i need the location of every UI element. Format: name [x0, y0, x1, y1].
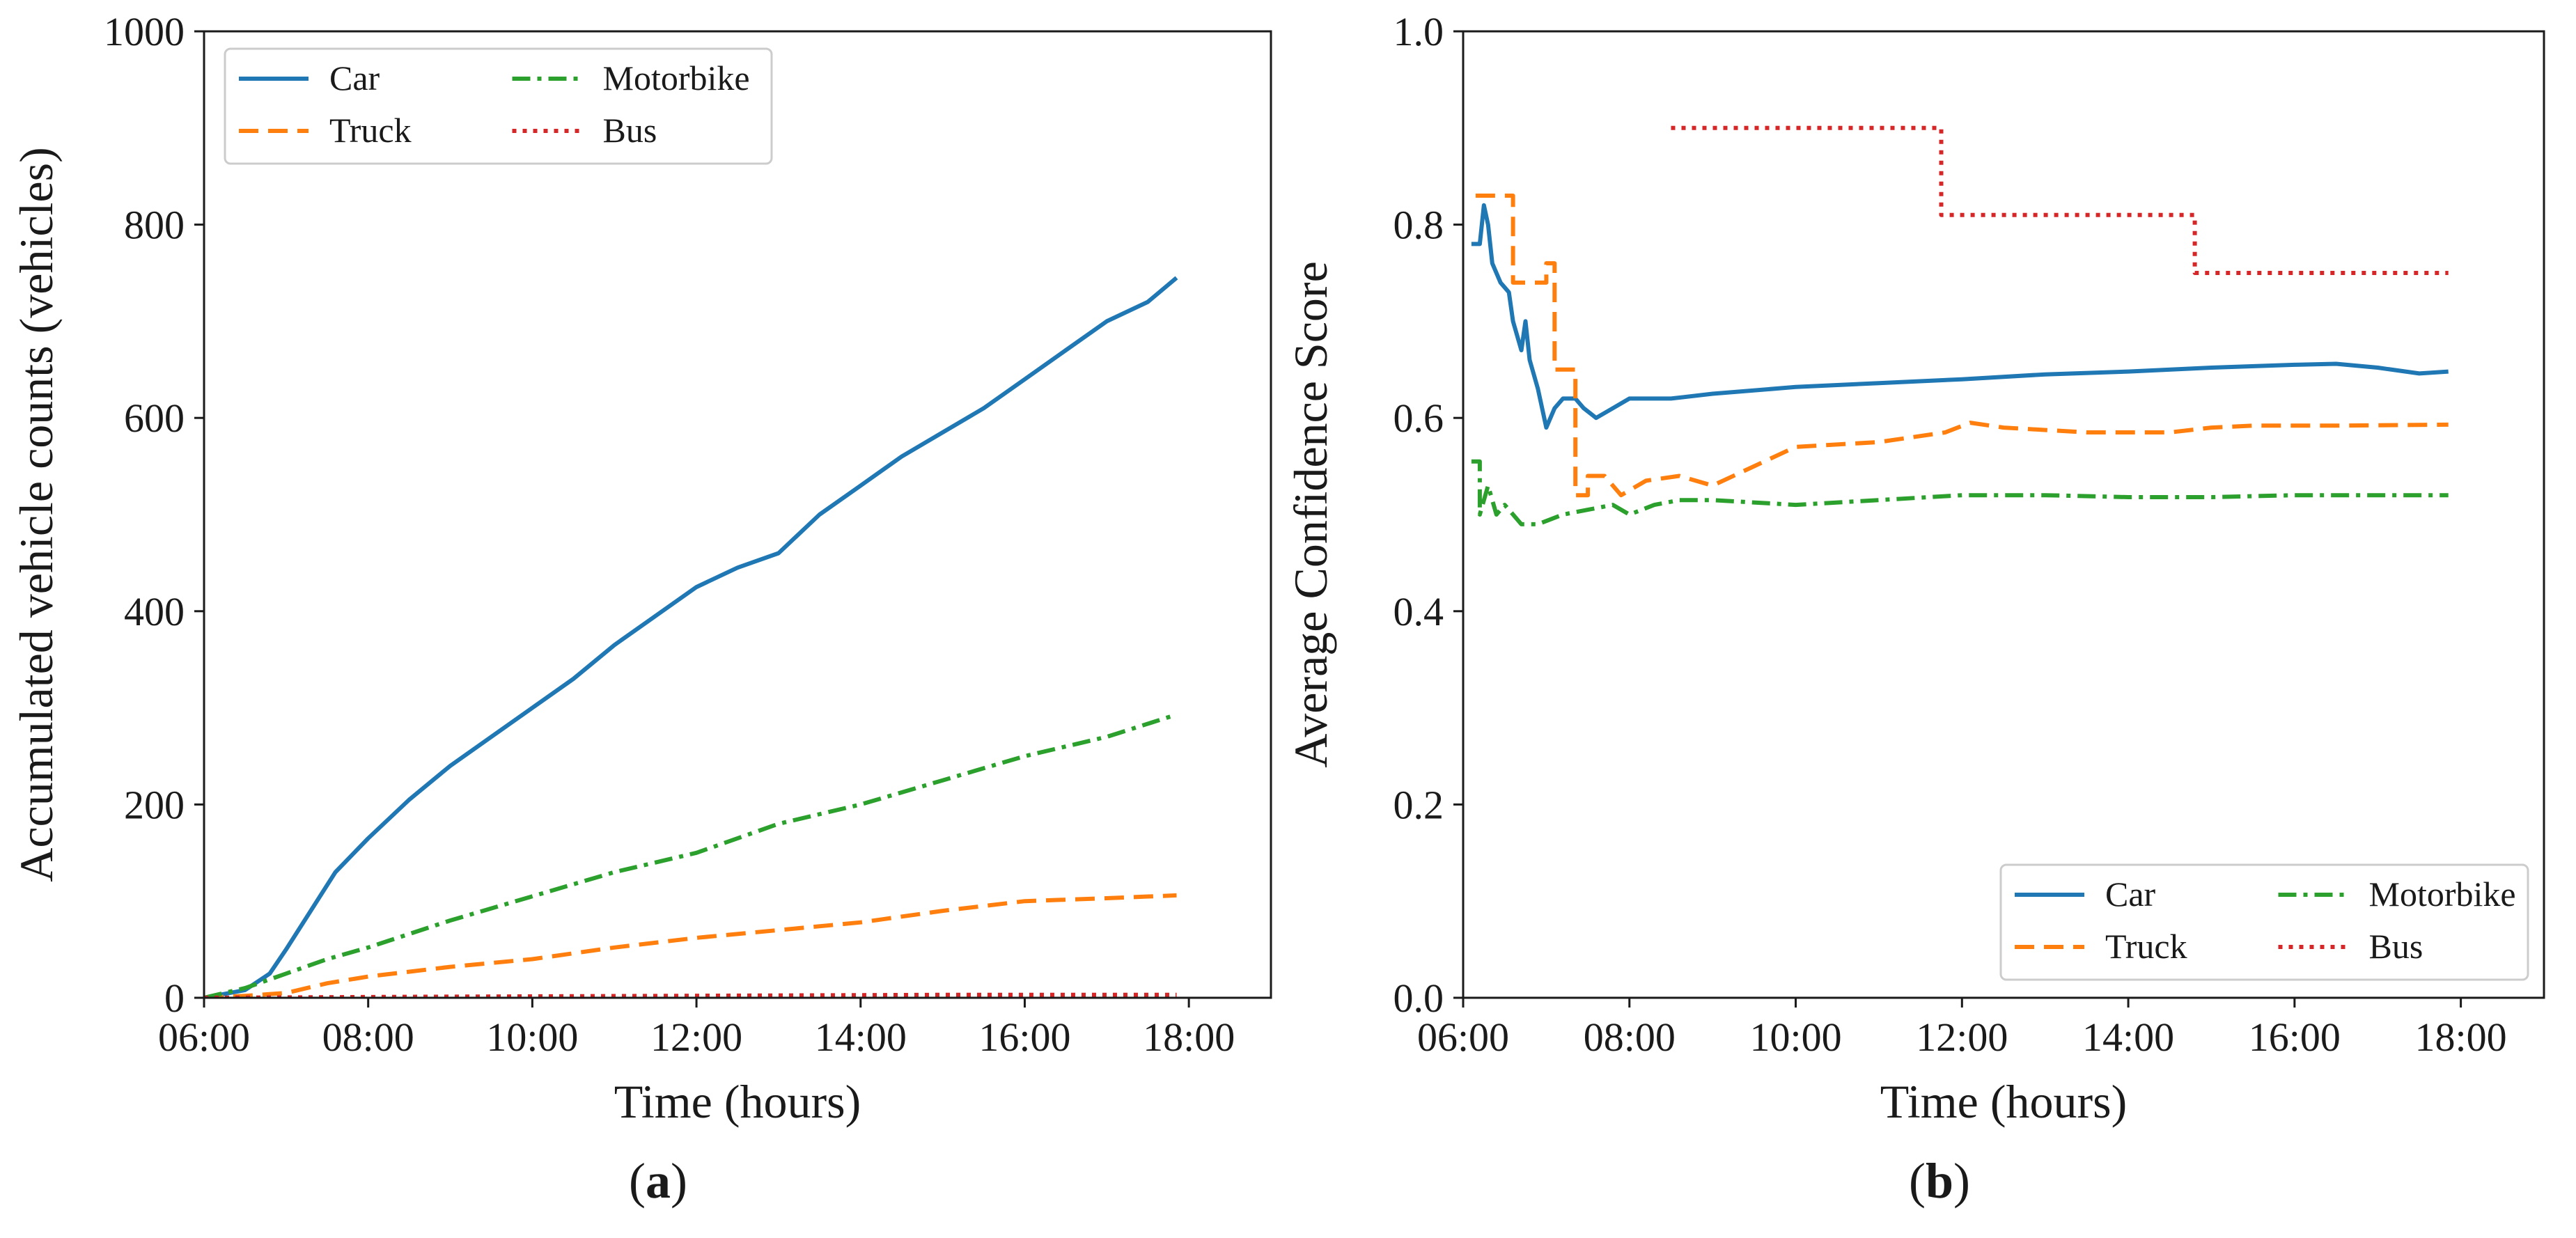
x-tick-label: 06:00	[1417, 1014, 1509, 1060]
y-tick-label: 200	[124, 782, 185, 827]
x-tick-label: 14:00	[815, 1014, 907, 1060]
x-tick-label: 12:00	[1916, 1014, 2008, 1060]
legend: Car Truck Motorbike Bus	[1999, 863, 2529, 981]
y-tick-label: 600	[124, 395, 185, 441]
legend-label-bus: Bus	[603, 111, 657, 150]
panel-label: (b)	[1909, 1153, 1970, 1209]
legend-label-truck: Truck	[2105, 927, 2187, 966]
x-tick-label: 06:00	[158, 1014, 250, 1060]
x-tick-label: 18:00	[2415, 1014, 2507, 1060]
y-tick-label: 0	[164, 975, 185, 1021]
x-tick-label: 08:00	[1584, 1014, 1676, 1060]
legend-label-car: Car	[2105, 875, 2156, 914]
legend-label-motorbike: Motorbike	[603, 58, 750, 97]
y-tick-label: 1000	[104, 9, 185, 54]
axes-frame	[1462, 30, 2545, 999]
y-tick-label: 0.0	[1394, 975, 1444, 1021]
series-line-truck	[204, 893, 1177, 998]
x-tick-label: 10:00	[1749, 1014, 1841, 1060]
x-axis-label: Time (hours)	[1880, 1075, 2128, 1128]
legend-label-truck: Truck	[329, 111, 412, 150]
x-tick-label: 18:00	[1143, 1014, 1235, 1060]
legend-label-motorbike: Motorbike	[2369, 875, 2516, 914]
legend-label-bus: Bus	[2369, 927, 2423, 966]
series-line-car	[1471, 203, 2449, 430]
chart-panel-b: 06:00 08:00 10:00 12:00 14:00 16:00 18:00 0.0 0.…	[1284, 9, 2545, 1209]
y-tick-label: 0.6	[1394, 395, 1444, 441]
series-line-car	[204, 276, 1178, 998]
x-tick-label: 08:00	[322, 1014, 414, 1060]
series-line-motorbike	[204, 712, 1178, 998]
x-tick-label: 14:00	[2082, 1014, 2174, 1060]
y-axis-label: Average Confidence Score	[1284, 261, 1337, 768]
x-tick-label: 16:00	[2249, 1014, 2341, 1060]
axes-frame	[203, 30, 1272, 999]
series-line-bus	[1671, 125, 2449, 275]
legend-label-car: Car	[329, 58, 380, 97]
series-line-motorbike	[1471, 459, 2449, 526]
x-axis-label: Time (hours)	[614, 1075, 861, 1128]
x-tick-label: 12:00	[650, 1014, 742, 1060]
legend-box	[224, 47, 773, 165]
chart-panel-a: 06:00 08:00 10:00 12:00 14:00 16:00 18:00 0 200 4…	[10, 9, 1272, 1209]
y-tick-label: 400	[124, 589, 185, 634]
y-tick-label: 800	[124, 203, 185, 248]
y-tick-label: 0.4	[1394, 589, 1444, 634]
panel-label: (a)	[629, 1153, 687, 1209]
y-tick-label: 0.8	[1394, 203, 1444, 248]
y-tick-label: 0.2	[1394, 782, 1444, 827]
x-tick-label: 10:00	[486, 1014, 578, 1060]
series-line-truck	[1475, 194, 2449, 498]
plot-area	[1471, 125, 2449, 526]
y-tick-label: 1.0	[1394, 9, 1444, 54]
x-tick-label: 16:00	[978, 1014, 1070, 1060]
y-axis-label: Accumulated vehicle counts (vehicles)	[10, 147, 63, 882]
legend: Car Truck Motorbike Bus	[224, 47, 773, 165]
legend-box	[1999, 863, 2529, 981]
